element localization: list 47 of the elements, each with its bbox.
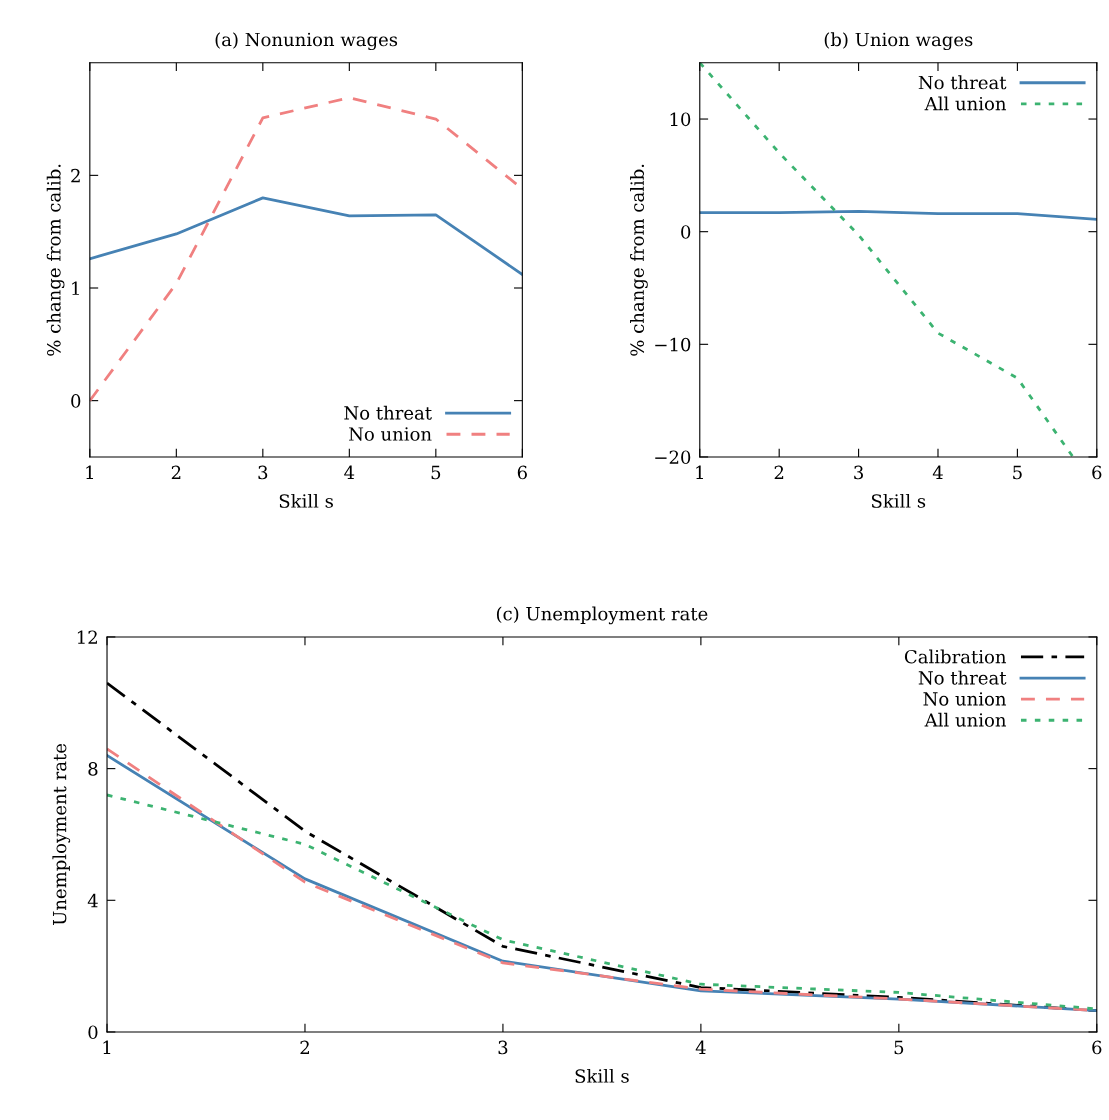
x-axis-title: Skill s bbox=[871, 493, 926, 508]
legend-label: No threat bbox=[918, 670, 1007, 685]
chart-title: (c) Unemployment rate bbox=[496, 606, 708, 625]
legend-label: No threat bbox=[344, 405, 432, 420]
x-tick-label: 6 bbox=[517, 465, 527, 480]
x-tick-label: 1 bbox=[103, 1040, 111, 1055]
x-tick-label: 5 bbox=[1013, 465, 1022, 480]
chart-title: (b) Union wages bbox=[824, 32, 973, 51]
y-tick-label: 12 bbox=[77, 630, 97, 644]
x-tick-label: 4 bbox=[344, 465, 355, 480]
y-tick-label: 0 bbox=[681, 225, 691, 239]
x-axis-title: Skill s bbox=[279, 493, 333, 508]
x-tick-label: 2 bbox=[171, 465, 181, 480]
x-tick-label: 3 bbox=[854, 465, 863, 480]
x-tick-label: 6 bbox=[1092, 1040, 1102, 1055]
y-tick-label: 0 bbox=[71, 394, 81, 408]
y-axis-title: % change from calib. bbox=[630, 164, 648, 356]
line-series bbox=[699, 210, 1097, 221]
x-tick-label: 4 bbox=[932, 465, 943, 480]
x-tick-label: 4 bbox=[695, 1040, 706, 1055]
y-tick-label: 0 bbox=[88, 1025, 98, 1040]
y-tick-label: 10 bbox=[670, 112, 691, 127]
x-tick-label: 2 bbox=[774, 465, 784, 480]
y-tick-label: 1 bbox=[72, 281, 79, 295]
y-tick-label: −10 bbox=[655, 337, 691, 352]
x-tick-label: 3 bbox=[258, 465, 268, 480]
legend-label: No threat bbox=[918, 75, 1007, 90]
legend-label: All union bbox=[924, 712, 1007, 727]
x-tick-label: 2 bbox=[300, 1040, 309, 1055]
x-axis-title: Skill s bbox=[575, 1068, 629, 1083]
y-tick-label: 2 bbox=[71, 168, 80, 183]
y-tick-label: 8 bbox=[88, 762, 98, 776]
y-axis-title: % change from calib. bbox=[46, 164, 65, 356]
legend-label: No union bbox=[923, 692, 1007, 706]
chart-title: (a) Nonunion wages bbox=[215, 32, 398, 51]
x-tick-label: 5 bbox=[431, 465, 441, 480]
y-axis-title: Unemployment rate bbox=[52, 743, 71, 926]
y-tick-label: −20 bbox=[655, 450, 691, 465]
legend-label: All union bbox=[924, 96, 1007, 111]
x-tick-label: 3 bbox=[498, 1040, 508, 1055]
x-tick-label: 5 bbox=[894, 1040, 904, 1055]
legend-label: Calibration bbox=[904, 649, 1007, 664]
x-tick-label: 1 bbox=[696, 465, 703, 480]
x-tick-label: 6 bbox=[1092, 465, 1102, 480]
legend-label: No union bbox=[349, 427, 432, 441]
line-series bbox=[89, 196, 523, 276]
y-tick-label: 4 bbox=[87, 893, 98, 908]
